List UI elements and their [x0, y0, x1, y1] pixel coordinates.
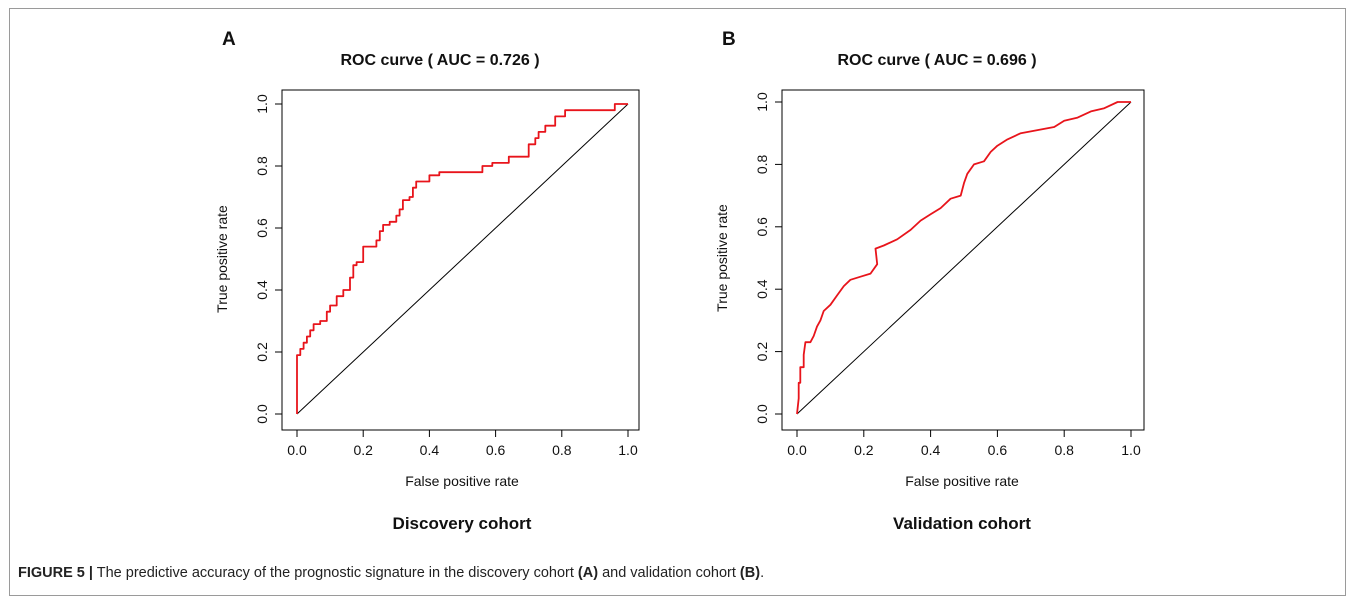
- caption-ref-a: (A): [577, 565, 599, 581]
- caption-text-3: .: [760, 565, 765, 581]
- x-tick-label: 1.0: [1121, 442, 1141, 458]
- figure-frame: [9, 8, 1346, 596]
- x-axis-label: False positive rate: [405, 473, 519, 489]
- roc-chart-discovery: A ROC curve ( AUC = 0.726 ) 0.0 0.2 0.4 0.6 0.…: [214, 29, 640, 533]
- x-tick-label: 0.8: [552, 442, 572, 458]
- x-axis-label: False positive rate: [905, 473, 1019, 489]
- y-tick-label: 0.4: [254, 280, 270, 300]
- y-tick-label: 0.8: [254, 156, 270, 176]
- y-tick-label: 1.0: [754, 92, 770, 112]
- x-tick-label: 0.0: [287, 442, 307, 458]
- cohort-label: Discovery cohort: [393, 514, 532, 533]
- y-tick-label: 0.2: [754, 342, 770, 362]
- y-tick-label: 0.2: [254, 342, 270, 362]
- x-tick-label: 0.0: [787, 442, 807, 458]
- caption-ref-b: (B): [739, 565, 761, 581]
- x-tick-label: 0.6: [988, 442, 1008, 458]
- x-tick-label: 0.8: [1054, 442, 1074, 458]
- y-axis-label: True positive rate: [714, 204, 730, 312]
- x-tick-label: 0.4: [921, 442, 941, 458]
- roc-curve: [796, 101, 1131, 415]
- x-tick-label: 0.2: [353, 442, 373, 458]
- figure-caption: FIGURE 5 | The predictive accuracy of th…: [18, 565, 764, 581]
- chart-title: ROC curve ( AUC = 0.696 ): [837, 52, 1036, 69]
- x-tick-label: 1.0: [618, 442, 638, 458]
- panel-label: A: [222, 29, 236, 50]
- chart-title: ROC curve ( AUC = 0.726 ): [340, 52, 539, 69]
- figure-label: FIGURE 5 |: [18, 565, 93, 581]
- x-tick-label: 0.4: [420, 442, 440, 458]
- y-tick-label: 0.0: [254, 404, 270, 424]
- caption-text-2: and validation cohort: [598, 565, 740, 581]
- plot-box: [281, 89, 640, 431]
- panel-label: B: [722, 29, 736, 50]
- y-tick-label: 1.0: [254, 94, 270, 114]
- diagonal-line: [296, 103, 629, 415]
- y-axis-label: True positive rate: [214, 205, 230, 313]
- cohort-label: Validation cohort: [893, 514, 1031, 533]
- y-tick-label: 0.4: [754, 279, 770, 299]
- roc-curve: [296, 103, 628, 414]
- y-tick-label: 0.6: [254, 218, 270, 238]
- y-tick-label: 0.0: [754, 404, 770, 424]
- caption-text-1: The predictive accuracy of the prognosti…: [92, 565, 578, 581]
- diagonal-line: [796, 101, 1132, 415]
- x-tick-label: 0.2: [854, 442, 874, 458]
- y-tick-label: 0.6: [754, 217, 770, 237]
- roc-chart-validation: B ROC curve ( AUC = 0.696 ) 0.0 0.2 0.4 0.6 0.…: [714, 29, 1145, 533]
- y-tick-label: 0.8: [754, 154, 770, 174]
- x-tick-label: 0.6: [486, 442, 506, 458]
